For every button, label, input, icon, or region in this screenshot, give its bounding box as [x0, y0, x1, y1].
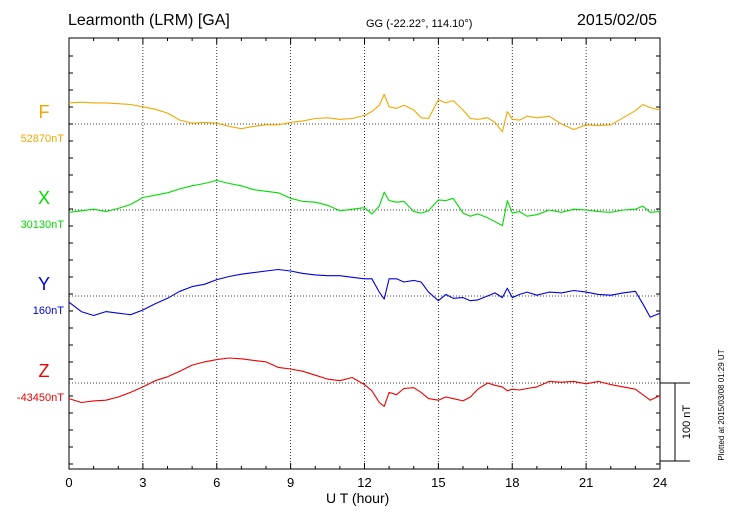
scale-bar-label: 100 nT	[681, 405, 693, 440]
series-name-y: Y	[38, 274, 50, 294]
x-tick-label: 15	[431, 475, 445, 490]
x-tick-label: 9	[287, 475, 294, 490]
x-tick-label: 12	[357, 475, 371, 490]
series-name-x: X	[38, 188, 50, 208]
plotted-timestamp: Plotted at 2015/03/08 01:29 UT	[717, 349, 726, 460]
x-tick-label: 6	[213, 475, 220, 490]
baseline-value-x: 30130nT	[21, 219, 65, 231]
x-tick-label: 3	[139, 475, 146, 490]
date-label: 2015/02/05	[577, 12, 658, 29]
baseline-value-y: 160nT	[33, 305, 64, 317]
station-title: Learmonth (LRM) [GA]	[68, 12, 230, 29]
coords-label: GG (-22.22°, 114.10°)	[366, 18, 473, 30]
series-line-z	[68, 357, 661, 407]
x-tick-label: 24	[653, 475, 667, 490]
x-axis-label: U T (hour)	[326, 490, 390, 506]
series-line-y	[68, 268, 661, 318]
baseline-value-z: -43450nT	[17, 392, 64, 404]
x-tick-label: 18	[505, 475, 519, 490]
series-name-z: Z	[39, 361, 50, 381]
x-tick-label: 0	[65, 475, 72, 490]
series-line-f	[68, 93, 661, 133]
series-line-x	[68, 179, 661, 227]
baseline-value-f: 52870nT	[21, 133, 65, 145]
series-name-f: F	[39, 102, 50, 122]
x-tick-label: 21	[579, 475, 593, 490]
